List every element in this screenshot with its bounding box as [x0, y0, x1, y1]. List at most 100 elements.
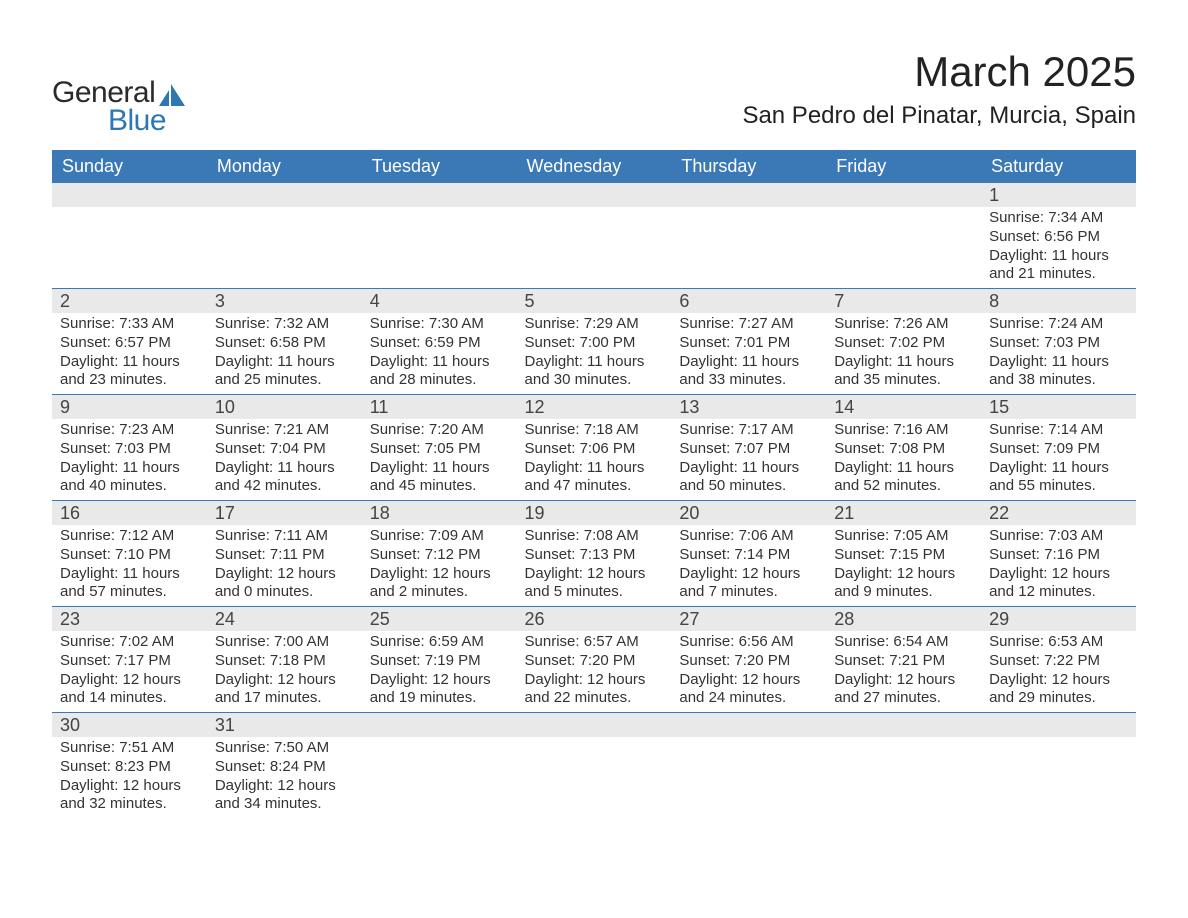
day-cell: 14Sunrise: 7:16 AMSunset: 7:08 PMDayligh…: [826, 395, 981, 501]
sunset-value: Sunset: 8:24 PM: [215, 758, 354, 777]
day-data: Sunrise: 7:14 AMSunset: 7:09 PMDaylight:…: [981, 419, 1136, 500]
daylight-value: Daylight: 12 hours and 29 minutes.: [989, 671, 1128, 709]
sunrise-value: Sunrise: 6:57 AM: [525, 633, 664, 652]
day-cell: [517, 183, 672, 289]
page-title: March 2025: [742, 48, 1136, 96]
daylight-value: Daylight: 11 hours and 57 minutes.: [60, 565, 199, 603]
sunrise-value: Sunrise: 7:21 AM: [215, 421, 354, 440]
sunrise-value: Sunrise: 7:27 AM: [679, 315, 818, 334]
day-cell: [207, 183, 362, 289]
day-cell: [362, 713, 517, 819]
day-data: Sunrise: 7:24 AMSunset: 7:03 PMDaylight:…: [981, 313, 1136, 394]
sunset-value: Sunset: 7:03 PM: [989, 334, 1128, 353]
day-data: Sunrise: 7:12 AMSunset: 7:10 PMDaylight:…: [52, 525, 207, 606]
daylight-value: Daylight: 11 hours and 35 minutes.: [834, 353, 973, 391]
sunset-value: Sunset: 7:12 PM: [370, 546, 509, 565]
day-number: 27: [671, 607, 826, 631]
daylight-value: Daylight: 12 hours and 14 minutes.: [60, 671, 199, 709]
day-cell: [826, 713, 981, 819]
daylight-value: Daylight: 11 hours and 55 minutes.: [989, 459, 1128, 497]
sunrise-value: Sunrise: 7:32 AM: [215, 315, 354, 334]
day-number: 23: [52, 607, 207, 631]
calendar-body: 1Sunrise: 7:34 AMSunset: 6:56 PMDaylight…: [52, 183, 1136, 818]
day-cell: [362, 183, 517, 289]
day-data: Sunrise: 6:56 AMSunset: 7:20 PMDaylight:…: [671, 631, 826, 712]
day-cell: 30Sunrise: 7:51 AMSunset: 8:23 PMDayligh…: [52, 713, 207, 819]
sunset-value: Sunset: 7:04 PM: [215, 440, 354, 459]
col-wednesday: Wednesday: [517, 150, 672, 183]
day-cell: 27Sunrise: 6:56 AMSunset: 7:20 PMDayligh…: [671, 607, 826, 713]
daylight-value: Daylight: 11 hours and 52 minutes.: [834, 459, 973, 497]
day-cell: [981, 713, 1136, 819]
daylight-value: Daylight: 11 hours and 40 minutes.: [60, 459, 199, 497]
day-number: 31: [207, 713, 362, 737]
sunrise-value: Sunrise: 6:54 AM: [834, 633, 973, 652]
sunrise-value: Sunrise: 7:00 AM: [215, 633, 354, 652]
daylight-value: Daylight: 12 hours and 22 minutes.: [525, 671, 664, 709]
sunrise-value: Sunrise: 7:30 AM: [370, 315, 509, 334]
sunset-value: Sunset: 7:13 PM: [525, 546, 664, 565]
table-row: 30Sunrise: 7:51 AMSunset: 8:23 PMDayligh…: [52, 713, 1136, 819]
sunset-value: Sunset: 7:09 PM: [989, 440, 1128, 459]
day-cell: 24 Sunrise: 7:00 AMSunset: 7:18 PMDayligh…: [207, 607, 362, 713]
day-cell: 22Sunrise: 7:03 AMSunset: 7:16 PMDayligh…: [981, 501, 1136, 607]
empty-day: [517, 713, 672, 737]
day-number: 29: [981, 607, 1136, 631]
daylight-value: Daylight: 12 hours and 32 minutes.: [60, 777, 199, 815]
sunset-value: Sunset: 6:56 PM: [989, 228, 1128, 247]
day-number: 2: [52, 289, 207, 313]
sunrise-value: Sunrise: 7:05 AM: [834, 527, 973, 546]
day-number: 16: [52, 501, 207, 525]
day-number: 3: [207, 289, 362, 313]
daylight-value: Daylight: 11 hours and 25 minutes.: [215, 353, 354, 391]
daylight-value: Daylight: 12 hours and 7 minutes.: [679, 565, 818, 603]
day-cell: [52, 183, 207, 289]
day-data: Sunrise: 7:34 AMSunset: 6:56 PMDaylight:…: [981, 207, 1136, 288]
location: San Pedro del Pinatar, Murcia, Spain: [742, 102, 1136, 130]
day-cell: 29Sunrise: 6:53 AMSunset: 7:22 PMDayligh…: [981, 607, 1136, 713]
day-data: Sunrise: 7:27 AMSunset: 7:01 PMDaylight:…: [671, 313, 826, 394]
empty-day: [671, 713, 826, 737]
empty-day: [981, 713, 1136, 737]
day-number: 10: [207, 395, 362, 419]
day-number: 8: [981, 289, 1136, 313]
daylight-value: Daylight: 11 hours and 50 minutes.: [679, 459, 818, 497]
calendar-table: Sunday Monday Tuesday Wednesday Thursday…: [52, 150, 1136, 818]
table-row: 23Sunrise: 7:02 AMSunset: 7:17 PMDayligh…: [52, 607, 1136, 713]
sunset-value: Sunset: 7:16 PM: [989, 546, 1128, 565]
sunset-value: Sunset: 7:18 PM: [215, 652, 354, 671]
day-number: 12: [517, 395, 672, 419]
day-number: 21: [826, 501, 981, 525]
day-cell: 20Sunrise: 7:06 AMSunset: 7:14 PMDayligh…: [671, 501, 826, 607]
sunset-value: Sunset: 7:07 PM: [679, 440, 818, 459]
table-row: 9Sunrise: 7:23 AMSunset: 7:03 PMDaylight…: [52, 395, 1136, 501]
day-data: Sunrise: 7:50 AMSunset: 8:24 PMDaylight:…: [207, 737, 362, 818]
col-sunday: Sunday: [52, 150, 207, 183]
empty-day: [52, 183, 207, 207]
day-number: 5: [517, 289, 672, 313]
day-number: 24: [207, 607, 362, 631]
daylight-value: Daylight: 11 hours and 47 minutes.: [525, 459, 664, 497]
day-data: Sunrise: 7:17 AMSunset: 7:07 PMDaylight:…: [671, 419, 826, 500]
sunset-value: Sunset: 7:00 PM: [525, 334, 664, 353]
day-number: 11: [362, 395, 517, 419]
day-cell: 7Sunrise: 7:26 AMSunset: 7:02 PMDaylight…: [826, 289, 981, 395]
daylight-value: Daylight: 11 hours and 30 minutes.: [525, 353, 664, 391]
day-number: 13: [671, 395, 826, 419]
day-data: Sunrise: 7:11 AMSunset: 7:11 PMDaylight:…: [207, 525, 362, 606]
sunrise-value: Sunrise: 6:59 AM: [370, 633, 509, 652]
day-cell: 17Sunrise: 7:11 AMSunset: 7:11 PMDayligh…: [207, 501, 362, 607]
day-data: Sunrise: 7:51 AMSunset: 8:23 PMDaylight:…: [52, 737, 207, 818]
empty-day: [362, 183, 517, 207]
sunset-value: Sunset: 7:08 PM: [834, 440, 973, 459]
daylight-value: Daylight: 12 hours and 17 minutes.: [215, 671, 354, 709]
day-cell: 19Sunrise: 7:08 AMSunset: 7:13 PMDayligh…: [517, 501, 672, 607]
day-data: Sunrise: 6:54 AMSunset: 7:21 PMDaylight:…: [826, 631, 981, 712]
table-row: 1Sunrise: 7:34 AMSunset: 6:56 PMDaylight…: [52, 183, 1136, 289]
sunrise-value: Sunrise: 6:53 AM: [989, 633, 1128, 652]
day-data: Sunrise: 7:30 AMSunset: 6:59 PMDaylight:…: [362, 313, 517, 394]
day-number: 18: [362, 501, 517, 525]
header-row: Sunday Monday Tuesday Wednesday Thursday…: [52, 150, 1136, 183]
day-number: 4: [362, 289, 517, 313]
sunrise-value: Sunrise: 7:14 AM: [989, 421, 1128, 440]
